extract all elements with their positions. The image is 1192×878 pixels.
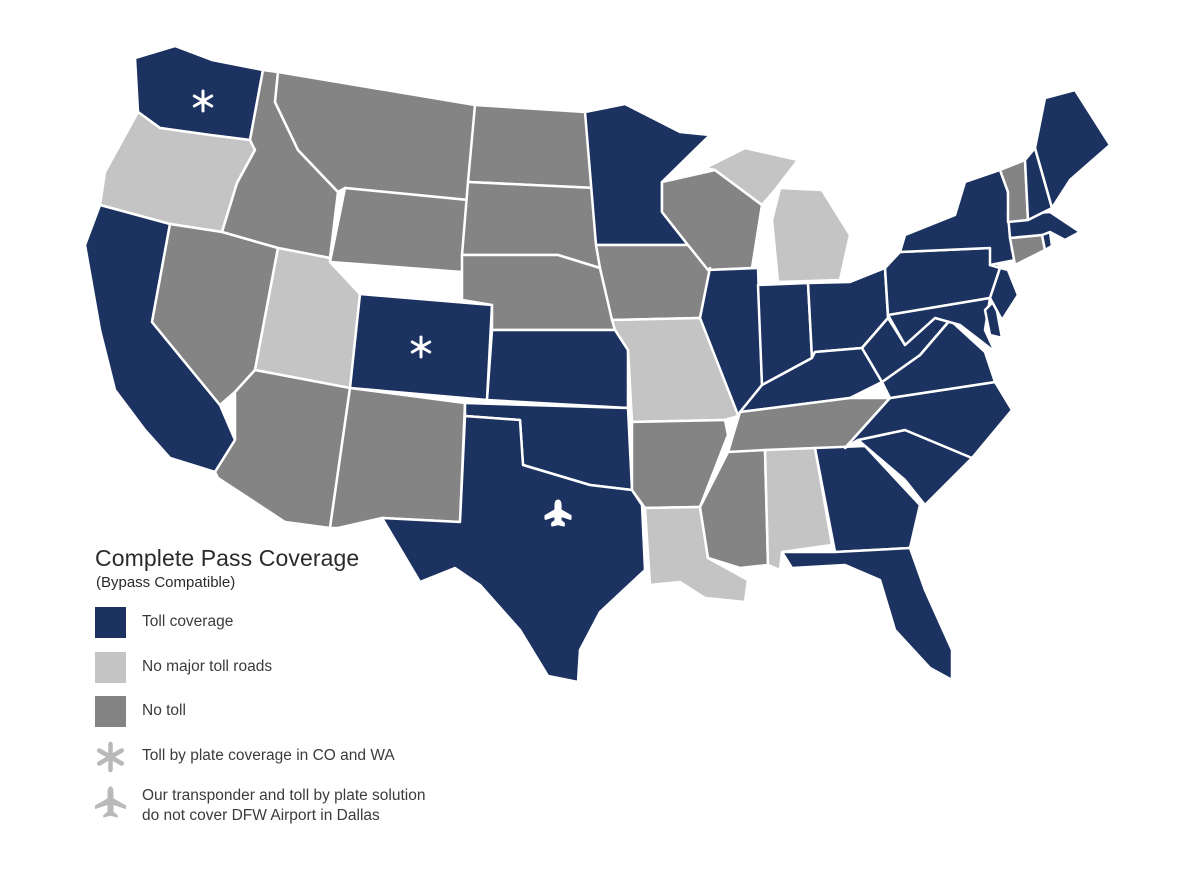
legend-label-plate-note: Toll by plate coverage in CO and WA [142,746,395,764]
legend-label-toll-coverage: Toll coverage [142,613,234,630]
asterisk-icon [192,89,214,113]
legend-item-plate-note: Toll by plate coverage in CO and WA [95,741,515,772]
map-legend: Complete Pass Coverage (Bypass Compatibl… [95,543,515,840]
state-ia [594,243,712,322]
airplane-icon [544,499,572,527]
legend-label-airport-note: Our transponder and toll by plate soluti… [142,786,425,826]
legend-swatch-toll-coverage [95,607,126,638]
state-me [1033,88,1112,210]
legend-subtitle: (Bypass Compatible) [96,574,236,591]
state-az [213,368,352,530]
legend-title: Complete Pass Coverage [95,545,360,571]
legend-swatch-no-major-toll-roads [95,651,126,683]
asterisk-icon [96,741,125,772]
asterisk-icon [410,335,432,359]
state-wy [328,186,470,274]
state-tx [380,414,647,684]
airplane-icon [95,786,126,818]
legend-swatch-no-toll [95,696,126,727]
state-nm [328,386,467,530]
state-nj [988,263,1020,322]
state-mi [703,146,852,284]
legend-item-airport-note: Our transponder and toll by plate soluti… [95,785,515,825]
legend-label-no-major-toll-roads: No major toll roads [142,657,273,675]
legend-item-toll-coverage: Toll coverage [95,607,515,638]
legend-item-no-major-toll-roads: No major toll roads [95,651,515,683]
state-ks [485,328,630,410]
state-nd [466,103,597,190]
legend-label-no-toll: No toll [142,702,186,719]
state-md [886,296,997,354]
legend-item-no-toll: No toll [95,696,515,727]
state-ga [813,444,922,554]
state-fl [780,546,954,682]
state-vt [998,158,1030,224]
airport-note-line-1: Our transponder and toll by plate soluti… [142,787,426,804]
airport-note-line-2: do not cover DFW Airport in Dallas [142,807,380,824]
state-ct [1008,233,1047,267]
